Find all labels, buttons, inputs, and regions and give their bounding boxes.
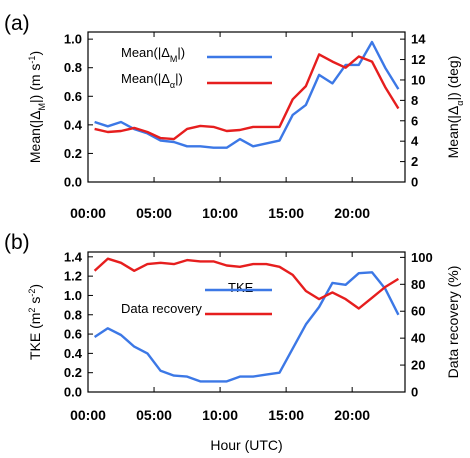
x-tick-label: 20:00 xyxy=(334,407,370,423)
right-tick-label: 8 xyxy=(411,93,418,108)
left-tick-label: 1.0 xyxy=(64,288,82,303)
legend-label: TKE xyxy=(228,280,254,295)
right-axis-label-part-1: α xyxy=(455,101,465,106)
x-tick-label: 20:00 xyxy=(334,205,370,221)
right-tick-label: 12 xyxy=(411,52,425,67)
left-axis-label-part-2: |) (m s xyxy=(27,64,43,103)
left-tick-label: 0.4 xyxy=(64,117,83,132)
right-tick-label: 80 xyxy=(411,277,425,292)
panel-a: (a) 0.0 0.2 0.4 0.6 0.8 1.0 0 2 4 6 8 10 12 14 00:00 05:… xyxy=(4,12,465,221)
right-tick-label: 0 xyxy=(411,385,418,400)
right-tick-label: 60 xyxy=(411,304,425,319)
right-axis-label-part-2: |) (deg) xyxy=(445,56,461,101)
panel-label: (a) xyxy=(4,12,30,35)
left-tick-label: 1.4 xyxy=(64,249,83,264)
x-tick-label: 00:00 xyxy=(70,407,106,423)
panel-label: (b) xyxy=(4,231,30,254)
left-tick-label: 0.6 xyxy=(64,89,82,104)
right-axis-label-part-0: Data recovery (%) xyxy=(445,266,461,379)
left-tick-label: 0.8 xyxy=(64,60,82,75)
left-axis-label-part-1: 2 xyxy=(27,308,37,313)
legend-label-part-2: |) xyxy=(175,71,183,86)
legend-label-part-1: α xyxy=(170,80,175,90)
legend-label: Data recovery xyxy=(121,301,202,316)
right-axis-label: Mean(|Δα|) (deg) xyxy=(445,56,465,159)
left-axis-label-part-3: -1 xyxy=(27,56,37,64)
series-line-data-recovery xyxy=(93,257,400,310)
right-tick-label: 20 xyxy=(411,358,425,373)
left-tick-label: 0.0 xyxy=(64,385,82,400)
right-tick-label: 6 xyxy=(411,113,418,128)
left-axis-label-part-3: -2 xyxy=(27,289,37,297)
x-axis-label: Hour (UTC) xyxy=(210,437,282,453)
legend-label-part-0: Mean(|Δ xyxy=(121,45,170,60)
legend-label: Mean(|ΔM|) xyxy=(121,45,185,64)
series-line-mean- xyxy=(94,53,400,141)
x-tick-label: 05:00 xyxy=(136,407,172,423)
x-tick-label: 00:00 xyxy=(70,205,106,221)
left-tick-label: 1.2 xyxy=(64,269,82,284)
legend-label: Mean(|Δα|) xyxy=(121,71,183,90)
legend-label-part-1: M xyxy=(170,54,178,64)
right-tick-label: 14 xyxy=(411,32,426,47)
plot-frame xyxy=(87,251,406,393)
x-tick-label: 10:00 xyxy=(202,407,238,423)
legend-label-part-0: TKE xyxy=(228,280,254,295)
left-tick-label: 0.2 xyxy=(64,365,82,380)
left-tick-label: 0.4 xyxy=(64,346,83,361)
x-tick-label: 15:00 xyxy=(268,407,304,423)
left-tick-label: 0.2 xyxy=(64,146,82,161)
right-tick-label: 4 xyxy=(411,134,419,149)
panel-b: (b) 0.0 0.2 0.4 0.6 0.8 1.0 1.2 1.4 0 20 40 60 80 100 0… xyxy=(4,231,461,453)
legend-label-part-2: |) xyxy=(177,45,185,60)
left-tick-label: 1.0 xyxy=(64,32,82,47)
legend-label-part-0: Mean(|Δ xyxy=(121,71,170,86)
right-tick-label: 2 xyxy=(411,154,418,169)
plot-frame xyxy=(87,31,406,183)
left-axis-label-part-4: ) xyxy=(27,51,43,56)
right-tick-label: 100 xyxy=(411,250,433,265)
left-axis-label-part-1: M xyxy=(37,103,47,111)
x-tick-label: 10:00 xyxy=(202,205,238,221)
left-axis-label-part-0: Mean(|Δ xyxy=(27,110,43,163)
left-tick-label: 0.8 xyxy=(64,307,82,322)
right-tick-label: 0 xyxy=(411,175,418,190)
left-tick-label: 0.0 xyxy=(64,175,82,190)
left-axis-label: TKE (m2 s-2) xyxy=(27,284,43,360)
left-tick-label: 0.6 xyxy=(64,327,82,342)
x-tick-label: 05:00 xyxy=(136,205,172,221)
x-tick-label: 15:00 xyxy=(268,205,304,221)
right-tick-label: 40 xyxy=(411,331,425,346)
left-axis-label: Mean(|ΔM|) (m s-1) xyxy=(27,51,47,163)
left-axis-label-part-4: ) xyxy=(27,284,43,289)
left-axis-label-part-2: s xyxy=(27,297,43,308)
left-axis-label-part-0: TKE (m xyxy=(27,313,43,360)
right-axis-label-part-0: Mean(|Δ xyxy=(445,106,461,159)
right-axis-label: Data recovery (%) xyxy=(445,266,461,379)
legend-label-part-0: Data recovery xyxy=(121,301,202,316)
right-tick-label: 10 xyxy=(411,72,425,87)
series-line-tke xyxy=(93,271,400,383)
